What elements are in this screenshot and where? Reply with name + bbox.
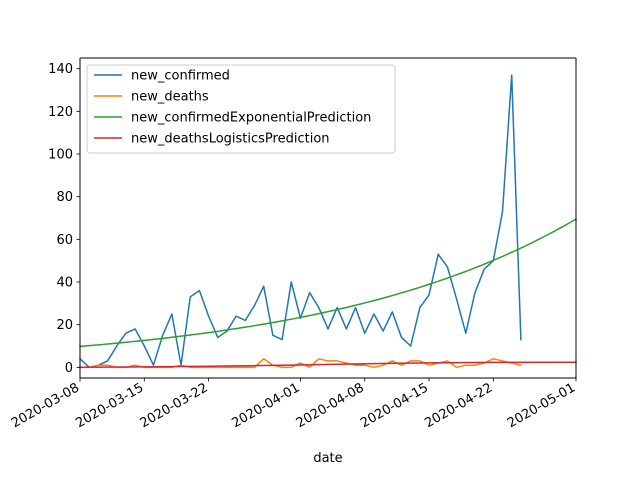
legend-label: new_deathsLogisticsPrediction: [131, 132, 330, 147]
y-tick-label: 60: [56, 233, 73, 248]
y-tick-label: 100: [48, 148, 73, 163]
y-tick-label: 0: [65, 361, 73, 376]
legend: new_confirmed new_deaths new_confirmedExpo…: [86, 64, 396, 154]
y-tick-label: 120: [48, 105, 73, 120]
x-axis-label: date: [313, 451, 342, 466]
series-lines: [78, 74, 578, 369]
legend-label: new_confirmed: [131, 69, 230, 84]
series-line-new_confirmed: [78, 74, 522, 369]
series-line-new_deathsLogisticsPrediction: [79, 361, 577, 368]
legend-label: new_deaths: [131, 90, 209, 105]
series-line-new_confirmedExponentialPrediction: [79, 218, 578, 348]
y-tick-label: 140: [48, 62, 73, 77]
y-tick-label: 20: [56, 318, 73, 333]
y-tick-label: 80: [56, 190, 73, 205]
legend-box: [86, 64, 396, 154]
legend-label: new_confirmedExponentialPrediction: [131, 111, 371, 126]
y-tick-label: 40: [56, 276, 73, 291]
